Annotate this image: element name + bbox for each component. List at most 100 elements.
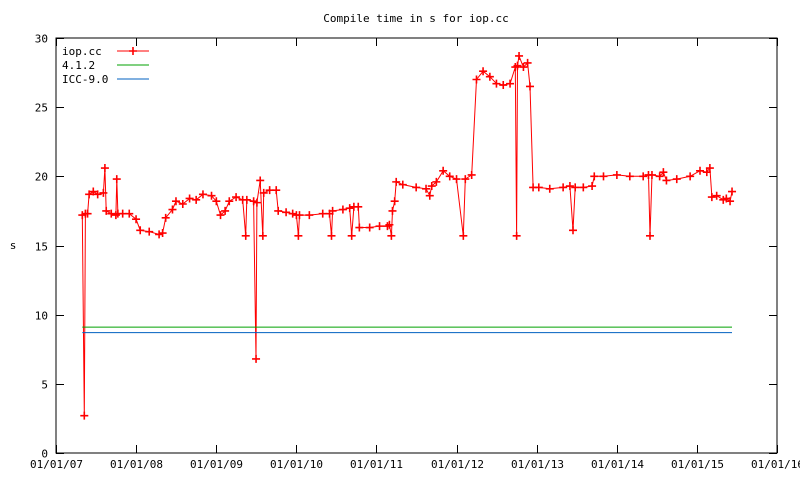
data-point [83,209,92,218]
legend-label: ICC-9.0 [62,73,108,86]
data-point [422,184,431,193]
data-point [93,190,102,199]
data-point [427,182,436,191]
data-point [728,187,737,196]
data-point [102,206,111,215]
data-point [392,177,401,186]
data-point [282,208,291,217]
data-point [274,206,283,215]
data-point [599,172,608,181]
data-point [161,213,170,222]
data-point [659,168,668,177]
data-point [132,215,141,224]
data-point [534,183,543,192]
data-point [569,226,578,235]
data-point [499,81,508,90]
x-tick-label: 01/01/10 [270,458,323,471]
data-point [513,61,522,70]
data-point [472,75,481,84]
data-point [85,190,94,199]
plot-border [55,37,778,454]
x-tick-label: 01/01/11 [350,458,403,471]
data-point [579,183,588,192]
data-point [388,206,397,215]
data-point [212,197,221,206]
data-point [726,197,735,206]
data-point [125,209,134,218]
data-point [655,172,664,181]
data-point [645,231,654,240]
data-point [155,230,164,239]
x-tick-label: 01/01/15 [671,458,724,471]
data-point [256,176,265,185]
data-point [705,164,714,173]
data-point [232,193,241,202]
data-point [467,170,476,179]
data-point [347,231,356,240]
data-point [258,231,267,240]
y-tick-label: 25 [35,102,48,115]
data-point [662,176,671,185]
data-point [612,170,621,179]
data-point [198,190,207,199]
data-point [89,187,98,196]
data-point [242,195,251,204]
data-point [145,227,154,236]
data-point [252,198,261,207]
data-point [185,194,194,203]
data-point [647,170,656,179]
series-line [81,54,733,416]
data-point [461,175,470,184]
data-point [385,220,394,229]
y-tick-label: 15 [35,241,48,254]
data-point [425,191,434,200]
data-point [365,223,374,232]
data-point [479,67,488,76]
data-point [318,209,327,218]
x-tick-label: 01/01/13 [511,458,564,471]
y-tick-label: 20 [35,171,48,184]
data-point [355,223,364,232]
data-point [259,188,268,197]
data-point [272,186,281,195]
y-tick-label: 30 [35,33,48,46]
legend-label: 4.1.2 [62,59,95,72]
data-point [338,205,347,214]
data-point [136,226,145,235]
data-point [375,222,384,231]
data-point [288,209,297,218]
data-point [459,231,468,240]
data-point [207,191,216,200]
y-tick-label: 5 [41,379,48,392]
x-tick-label: 01/01/09 [190,458,243,471]
data-point [111,211,120,220]
data-point [305,211,314,220]
data-point [80,411,89,420]
data-point [492,79,501,88]
x-tick-label: 01/01/16 [751,458,800,471]
data-point [252,354,261,363]
data-point [354,202,363,211]
data-point [712,191,721,200]
chart-title: Compile time in s for iop.cc [323,12,508,25]
legend-label: iop.cc [62,45,102,58]
data-point [445,172,454,181]
data-point [112,175,121,184]
series-1 [78,51,737,420]
data-point [559,183,568,192]
data-point [178,200,187,208]
data-point [294,231,303,240]
data-point [565,182,574,191]
data-point [696,166,705,175]
data-point [168,205,177,214]
data-point [702,168,711,177]
legend-marker [129,47,137,55]
x-tick-label: 01/01/14 [591,458,644,471]
data-point [398,180,407,189]
data-point [412,183,421,192]
data-point [590,172,599,181]
data-point [158,229,167,238]
data-point [328,206,337,215]
